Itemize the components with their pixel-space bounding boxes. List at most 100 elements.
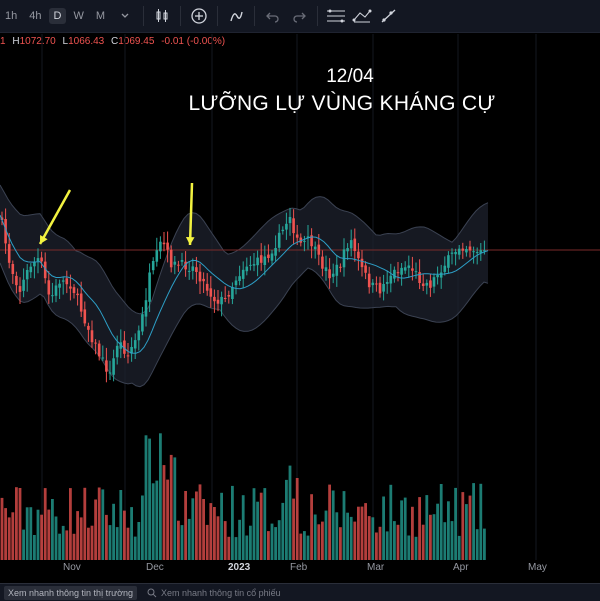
volume-bar [123,510,126,560]
candle-body [465,249,468,253]
annotation-headline: LƯỠNG LỰ VÙNG KHÁNG CỰ [188,92,496,115]
candle-body [285,223,288,230]
candle-body [299,237,303,243]
candle-body [184,261,187,270]
timeframe-1h[interactable]: 1h [5,10,18,22]
volume-bar [267,531,270,560]
candle-body [457,248,461,255]
candle-body [29,266,33,273]
volume-bar [126,527,130,560]
bollinger-band [0,185,488,387]
volume-bar [47,509,51,560]
volume-bar [285,479,288,560]
volume-bar [40,514,43,560]
candle-body [51,295,54,297]
volume-bar [342,491,346,560]
candle-body [141,314,144,332]
volume-bar [231,485,234,560]
volume-bar [51,499,54,560]
candle-body [400,267,403,275]
volume-bar [65,530,69,560]
candle-body [277,232,281,248]
candle-body [180,260,184,262]
volume-bar [151,483,155,560]
volume-bar [479,483,483,560]
bollinger-basis [0,214,489,354]
candle-body [349,240,353,249]
volume-bar [465,504,468,560]
timeframe-w[interactable]: W [73,10,84,22]
stock-search[interactable]: Xem nhanh thông tin cổ phiếu [147,588,281,598]
timeframe-m[interactable]: M [95,10,106,22]
x-label-nov: Nov [63,562,81,573]
volume-bar [245,535,249,560]
volume-bar [454,487,457,560]
candle-body [166,242,169,250]
candle-body [238,276,241,281]
volume-bar [429,514,432,560]
market-overview-tab[interactable]: Xem nhanh thông tin thị trường [4,585,138,600]
candle-body [18,286,22,292]
candle-body [22,279,25,291]
candle-body [4,219,7,244]
candle-body [461,248,465,251]
volume-bar [195,491,198,560]
ray-icon[interactable] [375,3,401,29]
volume-bar [475,529,479,560]
candle-body [475,252,479,254]
volume-bar [234,537,238,560]
candle-body [209,288,213,297]
volume-bar [299,533,303,560]
candle-body [321,256,324,269]
candlestick-icon[interactable] [149,3,175,29]
volume-bar [216,516,220,560]
timeframe-d[interactable]: D [48,8,67,24]
candle-body [40,257,43,262]
path-icon[interactable] [349,3,375,29]
volume-bar [119,490,123,560]
volume-bar [7,517,11,560]
volume-bar [0,497,4,560]
candle-body [187,270,191,272]
candle-body [108,372,112,374]
volume-bar [166,479,169,560]
candle-body [87,325,90,330]
candle-body [364,265,367,273]
chevron-down-icon[interactable] [112,3,138,29]
candle-body [137,330,141,341]
candle-body [97,343,101,357]
volume-bar [227,536,231,560]
candle-body [418,272,421,283]
toolbar-divider [180,6,182,26]
volume-bar [292,498,295,560]
volume-bar [184,491,187,560]
candle-body [155,250,159,262]
indicator-icon[interactable] [223,3,249,29]
candle-body [252,264,256,266]
volume-bar [155,480,159,560]
volume-bar [403,497,407,560]
candle-body [227,295,231,297]
candle-body [54,285,58,296]
arrow-first-peak-head [40,235,48,244]
volume-bar [22,529,25,560]
candle-body [436,275,439,278]
volume-bar [288,465,292,560]
plus-circle-icon[interactable] [186,3,212,29]
x-label-feb: Feb [290,562,308,573]
volume-bar [72,533,76,560]
redo-icon[interactable] [286,3,312,29]
volume-bar [439,484,443,560]
volume-bar [213,507,216,560]
volume-bar [432,514,436,560]
candle-body [339,266,342,268]
timeframe-4h[interactable]: 4h [29,10,42,22]
candle-body [90,330,94,343]
undo-icon[interactable] [260,3,286,29]
horizontal-lines-icon[interactable] [323,3,349,29]
volume-bar [202,499,205,560]
volume-bar [79,517,83,560]
candle-body [205,283,209,291]
low-value: 1066.43 [68,36,105,47]
